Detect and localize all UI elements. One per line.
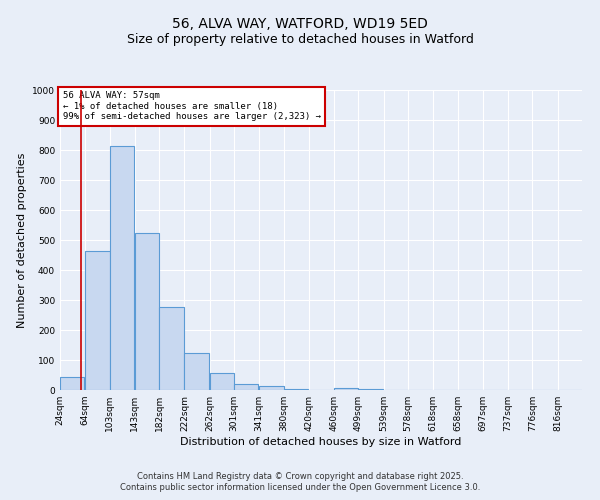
Bar [159,306,184,390]
Text: Contains HM Land Registry data © Crown copyright and database right 2025.: Contains HM Land Registry data © Crown c… [137,472,463,481]
Bar [334,388,358,390]
Text: Size of property relative to detached houses in Watford: Size of property relative to detached ho… [127,32,473,46]
Bar [234,384,259,390]
Bar [259,386,284,390]
Text: 56, ALVA WAY, WATFORD, WD19 5ED: 56, ALVA WAY, WATFORD, WD19 5ED [172,18,428,32]
Bar [110,146,134,390]
Text: 56 ALVA WAY: 57sqm
← 1% of detached houses are smaller (18)
99% of semi-detached: 56 ALVA WAY: 57sqm ← 1% of detached hous… [62,92,320,122]
Bar [135,234,159,390]
Y-axis label: Number of detached properties: Number of detached properties [17,152,26,328]
Text: Contains public sector information licensed under the Open Government Licence 3.: Contains public sector information licen… [120,484,480,492]
Bar [184,352,209,390]
Bar [60,376,85,390]
X-axis label: Distribution of detached houses by size in Watford: Distribution of detached houses by size … [181,437,461,447]
Bar [209,373,234,390]
Bar [85,250,110,390]
